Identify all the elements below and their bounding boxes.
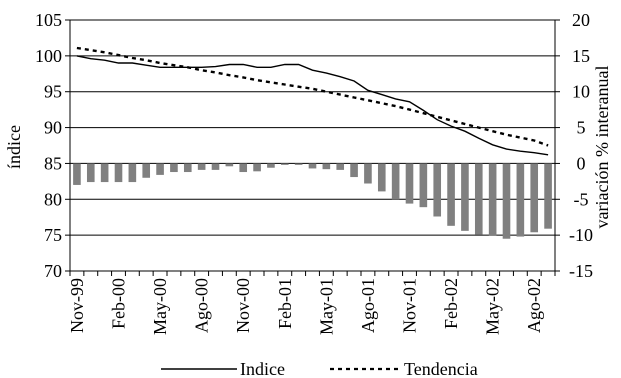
bar (225, 163, 234, 167)
left-tick-label: 105 (35, 10, 62, 30)
bar (502, 163, 511, 239)
legend-indice-label: Indice (240, 359, 285, 378)
bar (128, 163, 137, 183)
left-tick-label: 90 (44, 118, 62, 138)
bar (391, 163, 400, 200)
tendencia-line (76, 46, 549, 147)
bar (211, 163, 220, 170)
bar (419, 163, 428, 208)
right-tick-label: 15 (572, 46, 590, 66)
bar (364, 163, 372, 184)
bar (114, 163, 123, 183)
bar (100, 163, 109, 183)
bar-series-variacion (73, 163, 552, 239)
bar (488, 163, 497, 236)
bar (350, 163, 358, 178)
bar (142, 163, 151, 178)
bar (377, 163, 386, 192)
right-tick-label: 10 (572, 82, 590, 102)
x-tick-label: Nov-99 (67, 278, 87, 333)
bar (73, 163, 81, 185)
bar (308, 163, 317, 169)
bar (183, 163, 192, 173)
axes (69, 20, 556, 272)
left-axis-ticks: 70 75 80 85 90 95 100 105 (35, 10, 70, 281)
x-tick-label: Nov-01 (400, 278, 420, 333)
line-series (76, 46, 549, 156)
x-tick-label: Feb-01 (275, 278, 295, 329)
bar (253, 163, 261, 172)
indice-line (76, 55, 549, 156)
bar (447, 163, 455, 226)
left-tick-label: 85 (44, 153, 62, 173)
x-tick-label: May-02 (483, 278, 503, 335)
legend: Indice Tendencia (161, 359, 478, 378)
bar (516, 163, 525, 237)
x-tick-label: Ago-01 (358, 278, 378, 333)
left-axis-title: índice (4, 125, 24, 169)
bar (461, 163, 469, 231)
x-tick-label: May-00 (150, 278, 170, 335)
bar (280, 163, 289, 165)
left-tick-label: 80 (44, 189, 62, 209)
bar (294, 163, 303, 165)
left-tick-label: 95 (44, 82, 62, 102)
right-tick-label: 5 (577, 118, 586, 138)
right-tick-label: -15 (569, 261, 593, 281)
bar (530, 163, 539, 233)
right-tick-label: -10 (569, 225, 593, 245)
bar (405, 163, 414, 204)
x-tick-label: Feb-02 (441, 278, 461, 329)
right-tick-label: -5 (574, 189, 589, 209)
x-tick-label: Ago-00 (192, 278, 212, 333)
bar (86, 163, 95, 183)
x-tick-label: Ago-02 (524, 278, 544, 333)
bar (197, 163, 206, 170)
bar (474, 163, 483, 235)
left-tick-label: 75 (44, 225, 62, 245)
right-axis-title: variación % interanual (592, 66, 612, 229)
x-tick-label: Feb-00 (109, 278, 129, 329)
x-tick-label: Nov-00 (233, 278, 253, 333)
bar (239, 163, 248, 173)
bar (336, 163, 345, 170)
x-axis-ticks: Nov-99 Feb-00 May-00 Ago-00 Nov-00 Feb-01 May-… (67, 271, 556, 335)
bar (433, 163, 442, 217)
bar (322, 163, 331, 170)
bar (544, 163, 552, 229)
left-tick-label: 100 (35, 46, 62, 66)
bar (156, 163, 164, 175)
right-axis-ticks: -15 -10 -5 0 5 10 15 20 (555, 10, 593, 281)
legend-tendencia-label: Tendencia (404, 359, 478, 378)
x-tick-label: May-01 (316, 278, 336, 335)
right-tick-label: 0 (577, 153, 586, 173)
left-tick-label: 70 (44, 261, 62, 281)
bar (267, 163, 275, 168)
right-tick-label: 20 (572, 10, 590, 30)
bar (170, 163, 178, 173)
